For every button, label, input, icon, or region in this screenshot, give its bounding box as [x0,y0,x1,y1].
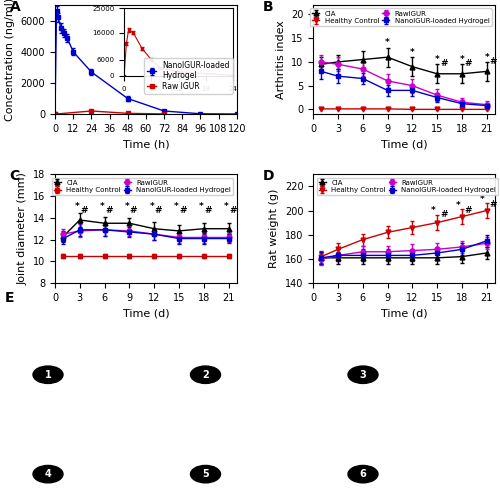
Circle shape [348,366,378,384]
Legend: NanoIGUR-loaded
Hydrogel, Raw IGUR: NanoIGUR-loaded Hydrogel, Raw IGUR [144,58,233,94]
Text: *: * [150,201,154,211]
Text: D: D [262,168,274,183]
Text: *: * [174,201,179,211]
X-axis label: Time (d): Time (d) [381,139,428,150]
Text: *: * [199,201,203,211]
Text: 1: 1 [44,370,52,380]
Text: *: * [224,201,228,211]
Text: E: E [5,291,15,305]
Text: 5: 5 [202,469,209,479]
Circle shape [33,366,63,384]
Text: *: * [410,48,414,57]
Y-axis label: Rat weight (g): Rat weight (g) [270,189,280,268]
Text: #: # [490,57,497,66]
Text: #: # [105,206,112,215]
Legend: CIA, Healthy Control, RawIGUR, NanoIGUR-loaded Hydrogel: CIA, Healthy Control, RawIGUR, NanoIGUR-… [310,8,492,26]
Text: *: * [124,201,130,211]
Text: #: # [229,206,236,215]
Text: 3: 3 [360,370,366,380]
Text: #: # [130,206,138,215]
Text: 4: 4 [44,469,52,479]
Circle shape [348,465,378,483]
Text: C: C [10,168,20,183]
Text: #: # [154,206,162,215]
Text: 6: 6 [360,469,366,479]
Text: *: * [435,55,440,64]
Legend: CIA, Healthy Control, RawIGUR, NanoIGUR-loaded Hydrogel: CIA, Healthy Control, RawIGUR, NanoIGUR-… [52,177,234,195]
Text: *: * [480,195,485,204]
Text: #: # [440,59,448,68]
Text: *: * [100,201,104,211]
Text: #: # [440,210,448,219]
Y-axis label: Arthritis index: Arthritis index [276,20,285,99]
Text: #: # [490,200,497,209]
Text: #: # [180,206,187,215]
Text: #: # [465,59,472,68]
Text: #: # [465,206,472,215]
Text: *: * [460,55,464,64]
Y-axis label: Joint diameter (mm): Joint diameter (mm) [18,172,28,285]
X-axis label: Time (h): Time (h) [122,139,169,150]
Text: #: # [204,206,212,215]
Y-axis label: Concentration (ng/ml): Concentration (ng/ml) [5,0,15,121]
Text: *: * [484,53,489,62]
X-axis label: Time (d): Time (d) [122,309,169,319]
X-axis label: Time (d): Time (d) [381,309,428,319]
Text: *: * [430,206,436,215]
Text: B: B [262,0,273,13]
Circle shape [190,465,220,483]
Text: A: A [10,0,20,13]
Text: *: * [75,201,80,211]
Text: *: * [385,38,390,47]
Text: 2: 2 [202,370,209,380]
Circle shape [190,366,220,384]
Text: #: # [80,206,88,215]
Legend: CIA, Healthy Control, RawIGUR, NanoIGUR-loaded Hydrogel: CIA, Healthy Control, RawIGUR, NanoIGUR-… [316,177,498,195]
Text: *: * [456,201,460,210]
Circle shape [33,465,63,483]
